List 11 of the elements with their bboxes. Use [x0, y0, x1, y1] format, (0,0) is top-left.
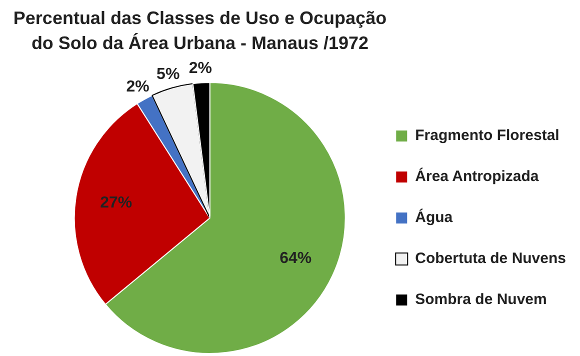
legend-label: Fragmento Florestal: [415, 127, 560, 144]
legend-label: Sombra de Nuvem: [415, 291, 547, 308]
legend-label: Área Antropizada: [415, 167, 540, 186]
data-label: 27%: [100, 194, 132, 212]
data-label: 2%: [126, 78, 150, 96]
legend-label: Água: [415, 208, 454, 226]
legend-label: Cobertuta de Nuvens: [415, 250, 566, 268]
data-label: 5%: [156, 66, 180, 83]
data-label: 64%: [280, 250, 312, 267]
chart-title: Percentual das Classes de Uso e Ocupação do Solo da Área Urbana - Manaus /1972: [12, 7, 388, 55]
data-label: 2%: [188, 60, 212, 78]
